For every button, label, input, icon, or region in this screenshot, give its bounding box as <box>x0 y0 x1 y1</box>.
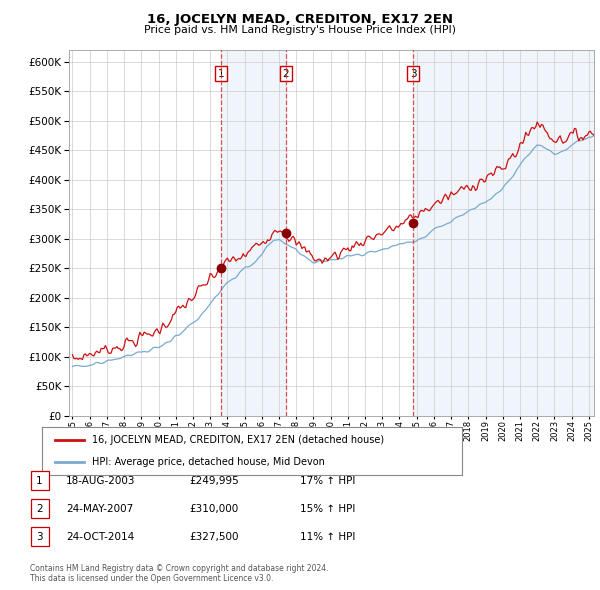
Text: 1: 1 <box>36 476 43 486</box>
Text: Price paid vs. HM Land Registry's House Price Index (HPI): Price paid vs. HM Land Registry's House … <box>144 25 456 35</box>
Text: 16, JOCELYN MEAD, CREDITON, EX17 2EN (detached house): 16, JOCELYN MEAD, CREDITON, EX17 2EN (de… <box>92 435 385 445</box>
Bar <box>413 50 594 416</box>
Text: 24-MAY-2007: 24-MAY-2007 <box>66 504 133 514</box>
Text: 3: 3 <box>36 533 43 542</box>
Text: 16, JOCELYN MEAD, CREDITON, EX17 2EN: 16, JOCELYN MEAD, CREDITON, EX17 2EN <box>147 13 453 26</box>
Text: 18-AUG-2003: 18-AUG-2003 <box>66 476 136 486</box>
Text: Contains HM Land Registry data © Crown copyright and database right 2024.
This d: Contains HM Land Registry data © Crown c… <box>30 563 329 583</box>
Text: £327,500: £327,500 <box>189 533 239 542</box>
Text: 3: 3 <box>410 69 416 78</box>
Text: £310,000: £310,000 <box>189 504 238 514</box>
Text: HPI: Average price, detached house, Mid Devon: HPI: Average price, detached house, Mid … <box>92 457 325 467</box>
Text: 1: 1 <box>218 69 224 78</box>
Text: 2: 2 <box>283 69 289 78</box>
Text: 24-OCT-2014: 24-OCT-2014 <box>66 533 134 542</box>
Text: 11% ↑ HPI: 11% ↑ HPI <box>300 533 355 542</box>
Text: 15% ↑ HPI: 15% ↑ HPI <box>300 504 355 514</box>
Bar <box>221 50 286 416</box>
Text: 17% ↑ HPI: 17% ↑ HPI <box>300 476 355 486</box>
Text: £249,995: £249,995 <box>189 476 239 486</box>
Text: 2: 2 <box>36 504 43 514</box>
